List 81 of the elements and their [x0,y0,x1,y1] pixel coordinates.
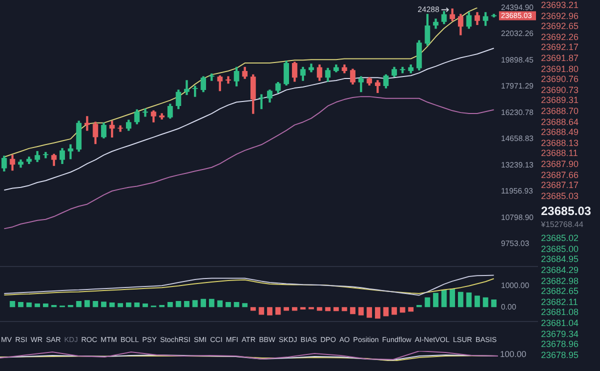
bar [458,292,464,308]
bar [84,300,90,308]
bar [234,302,240,308]
text: 23687.17 [541,180,580,191]
text: 23692.96 [541,10,580,22]
bar [226,302,231,308]
bar [284,307,290,311]
bar [350,307,356,314]
bar [491,299,497,308]
text: 23678.95 [541,350,580,360]
bar [400,307,406,313]
bar [482,297,488,308]
text: 23685.00 [541,244,580,254]
text: 23685.03 [541,204,592,220]
bar [200,298,206,308]
bar [242,303,248,308]
text: 23691.80 [541,64,580,74]
bar [316,307,322,311]
bar [408,307,414,312]
bar [42,304,48,308]
bar [101,302,106,308]
bar [184,300,190,308]
bar [424,297,430,308]
text: 23689.31 [541,95,580,106]
text: 23687.90 [541,158,580,170]
bar [208,298,214,308]
bar [433,292,438,308]
bar [441,290,447,308]
text: 23682.98 [541,276,580,286]
text: 23688.70 [541,106,580,117]
text: 23690.73 [541,84,580,96]
bar [258,307,264,315]
bar [358,307,364,316]
bar [18,302,24,308]
bar [10,300,16,308]
text: 23687.66 [541,170,580,180]
bar [466,292,472,308]
annotation: 100.00 [500,349,526,359]
bar [126,302,132,308]
bar [250,307,256,311]
bar [92,300,98,308]
text: 23682.11 [541,296,579,308]
bar [118,303,124,308]
text: 23684.95 [541,254,580,266]
bar [292,307,298,311]
bar [142,304,148,308]
bar [34,304,40,308]
bar [342,307,348,312]
text: 23688.49 [541,127,580,138]
text: 23685.02 [541,233,580,244]
text: 23682.65 [541,286,580,297]
bar [275,307,281,315]
bar [392,307,397,315]
bar [267,307,272,316]
text: 23685.03 [541,190,580,202]
bar [176,300,182,308]
text: 23681.08 [541,307,580,318]
text: 23691.87 [541,52,580,64]
text: 23679.34 [541,328,580,340]
text: 23693.21 [541,0,580,11]
text: 23688.13 [541,138,580,148]
text: 23688.11 [541,148,579,159]
bar [333,307,339,312]
bar [167,302,173,308]
text: 23692.17 [541,42,580,53]
text: 23681.04 [541,318,580,329]
bar [325,307,331,312]
bar [383,307,389,316]
text: 23690.76 [541,74,580,85]
text: 23684.29 [541,265,580,276]
text: 23688.64 [541,116,580,128]
bar [192,300,198,308]
bar [366,307,372,318]
text: 23692.65 [541,21,580,32]
bar [374,307,380,319]
bar [76,300,82,308]
text: ¥152768.44 [541,219,584,230]
text: 23678.96 [541,339,580,350]
bar [450,288,456,308]
bar [474,296,480,308]
text: 23692.26 [541,32,580,42]
